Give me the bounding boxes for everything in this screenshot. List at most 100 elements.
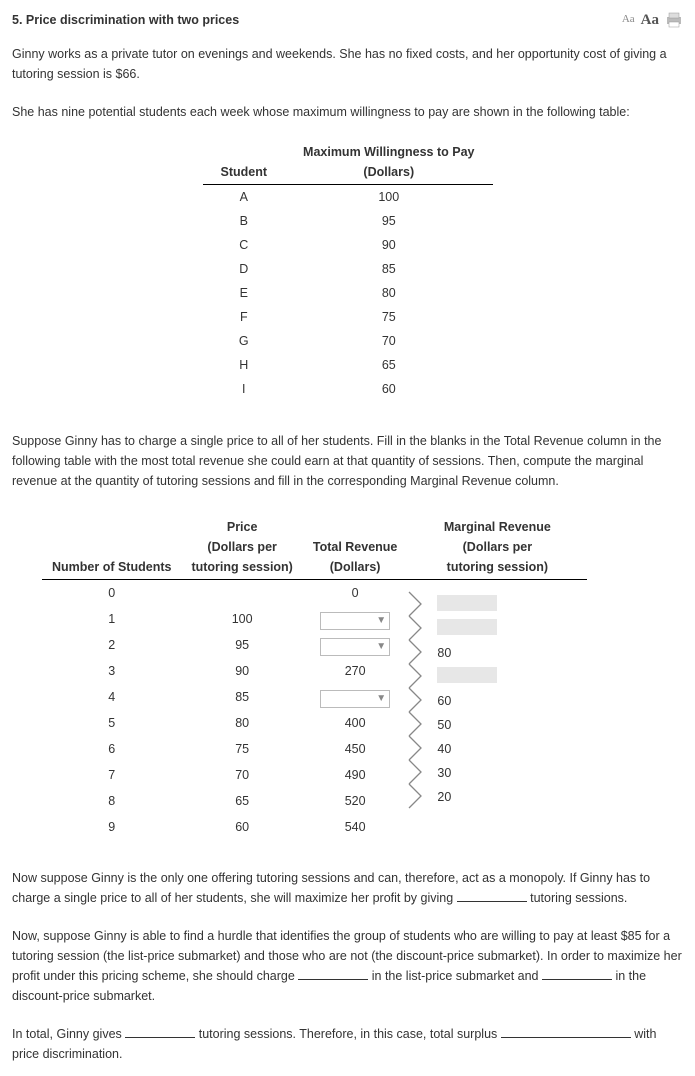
wtp-value: 100 <box>285 185 492 210</box>
instructions-paragraph: Suppose Ginny has to charge a single pri… <box>12 431 683 491</box>
chevron-down-icon: ▼ <box>376 639 386 655</box>
total-revenue-value: 450 <box>345 742 366 756</box>
blank-surplus[interactable] <box>501 1025 631 1039</box>
total-revenue-value: 490 <box>345 768 366 782</box>
wtp-value: 90 <box>285 233 492 257</box>
rev-total: ▼ <box>303 684 408 710</box>
table-row: B95 <box>203 209 493 233</box>
rev-number: 6 <box>42 736 181 762</box>
marginal-revenue-value: 40 <box>437 739 451 759</box>
intro-paragraph-1: Ginny works as a private tutor on evenin… <box>12 44 683 84</box>
rev-price <box>181 580 302 607</box>
total-revenue-value: 520 <box>345 794 366 808</box>
table-row: H65 <box>203 353 493 377</box>
rev-number: 2 <box>42 632 181 658</box>
wtp-value: 95 <box>285 209 492 233</box>
rev-col-number: Number of Students <box>42 515 181 580</box>
rev-col-price: Price(Dollars pertutoring session) <box>181 515 302 580</box>
wtp-student: D <box>203 257 286 281</box>
rev-number: 1 <box>42 606 181 632</box>
wtp-student: I <box>203 377 286 401</box>
wtp-student: F <box>203 305 286 329</box>
rev-total: 0 <box>303 580 408 607</box>
total-revenue-value: 270 <box>345 664 366 678</box>
total-revenue-dropdown[interactable]: ▼ <box>320 690 390 708</box>
marginal-revenue-value: 50 <box>437 715 451 735</box>
rev-number: 4 <box>42 684 181 710</box>
table-row: I60 <box>203 377 493 401</box>
table-row: G70 <box>203 329 493 353</box>
intro-paragraph-2: She has nine potential students each wee… <box>12 102 683 122</box>
total-revenue-value: 540 <box>345 820 366 834</box>
chevron-down-icon: ▼ <box>376 613 386 629</box>
total-revenue-value: 0 <box>352 586 359 600</box>
wtp-student: B <box>203 209 286 233</box>
question-hurdle: Now, suppose Ginny is able to find a hur… <box>12 926 683 1006</box>
rev-price: 95 <box>181 632 302 658</box>
rev-price: 70 <box>181 762 302 788</box>
wtp-value: 75 <box>285 305 492 329</box>
marginal-revenue-input[interactable] <box>437 667 497 683</box>
blank-discount-price[interactable] <box>542 967 612 981</box>
rev-price: 60 <box>181 814 302 840</box>
wtp-col-value: Maximum Willingness to Pay (Dollars) <box>285 140 492 185</box>
marginal-revenue-value: 20 <box>437 787 451 807</box>
table-row: C90 <box>203 233 493 257</box>
print-icon[interactable] <box>665 12 683 28</box>
wtp-value: 70 <box>285 329 492 353</box>
rev-number: 0 <box>42 580 181 607</box>
rev-price: 100 <box>181 606 302 632</box>
rev-number: 8 <box>42 788 181 814</box>
page-title: 5. Price discrimination with two prices <box>12 10 239 30</box>
marginal-revenue-input[interactable] <box>437 619 497 635</box>
wtp-student: E <box>203 281 286 305</box>
revenue-table: Number of Students Price(Dollars pertuto… <box>42 515 587 840</box>
rev-col-marginal: Marginal Revenue(Dollars pertutoring ses… <box>407 515 587 580</box>
font-size-small[interactable]: Aa <box>622 11 635 29</box>
rev-total: 450 <box>303 736 408 762</box>
rev-col-total: Total Revenue(Dollars) <box>303 515 408 580</box>
table-row: E80 <box>203 281 493 305</box>
table-row: D85 <box>203 257 493 281</box>
wtp-student: H <box>203 353 286 377</box>
wtp-table: Student Maximum Willingness to Pay (Doll… <box>203 140 493 401</box>
rev-total: ▼ <box>303 606 408 632</box>
question-total: In total, Ginny gives tutoring sessions.… <box>12 1024 683 1064</box>
font-size-large[interactable]: Aa <box>641 8 659 32</box>
rev-number: 9 <box>42 814 181 840</box>
table-row: A100 <box>203 185 493 210</box>
rev-total: 270 <box>303 658 408 684</box>
rev-price: 85 <box>181 684 302 710</box>
wtp-value: 85 <box>285 257 492 281</box>
display-controls: Aa Aa <box>622 8 683 32</box>
rev-number: 7 <box>42 762 181 788</box>
rev-price: 80 <box>181 710 302 736</box>
total-revenue-value: 400 <box>345 716 366 730</box>
wtp-student: A <box>203 185 286 210</box>
table-row: F75 <box>203 305 493 329</box>
wtp-student: G <box>203 329 286 353</box>
marginal-revenue-input[interactable] <box>437 595 497 611</box>
rev-price: 75 <box>181 736 302 762</box>
rev-total: 490 <box>303 762 408 788</box>
wtp-value: 65 <box>285 353 492 377</box>
rev-number: 5 <box>42 710 181 736</box>
marginal-revenue-value: 30 <box>437 763 451 783</box>
rev-total: ▼ <box>303 632 408 658</box>
rev-total: 400 <box>303 710 408 736</box>
wtp-col-student: Student <box>203 140 286 185</box>
wtp-student: C <box>203 233 286 257</box>
marginal-revenue-value: 80 <box>437 643 451 663</box>
total-revenue-dropdown[interactable]: ▼ <box>320 638 390 656</box>
total-revenue-dropdown[interactable]: ▼ <box>320 612 390 630</box>
rev-total: 520 <box>303 788 408 814</box>
marginal-revenue-value: 60 <box>437 691 451 711</box>
rev-number: 3 <box>42 658 181 684</box>
table-row: 00806050403020 <box>42 580 587 607</box>
chevron-down-icon: ▼ <box>376 691 386 707</box>
blank-sessions[interactable] <box>457 889 527 903</box>
rev-price: 90 <box>181 658 302 684</box>
blank-total-sessions[interactable] <box>125 1025 195 1039</box>
blank-list-price[interactable] <box>298 967 368 981</box>
rev-total: 540 <box>303 814 408 840</box>
